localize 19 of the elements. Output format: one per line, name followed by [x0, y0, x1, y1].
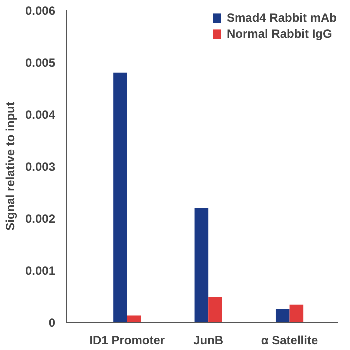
y-tick-label: 0.006	[25, 4, 56, 18]
y-tick-label: 0.005	[25, 56, 56, 70]
y-axis-title: Signal relative to input	[3, 102, 18, 231]
y-tick-label: 0.001	[25, 264, 56, 278]
x-tick-label: ID1 Promoter	[90, 334, 166, 348]
legend-label: Smad4 Rabbit mAb	[226, 11, 337, 25]
bar	[276, 310, 290, 322]
bar	[208, 298, 222, 322]
y-tick-label: 0	[48, 316, 56, 330]
bar	[127, 316, 142, 322]
bar	[114, 72, 128, 322]
x-tick-label: JunB	[194, 334, 224, 348]
bar	[290, 304, 304, 322]
bar	[194, 208, 209, 322]
y-tick-label: 0.002	[25, 212, 56, 226]
legend-label: Normal Rabbit IgG	[226, 27, 332, 41]
x-tick-label: α Satellite	[261, 334, 318, 348]
y-tick-label: 0.003	[25, 160, 56, 174]
y-tick-label: 0.004	[25, 108, 56, 122]
